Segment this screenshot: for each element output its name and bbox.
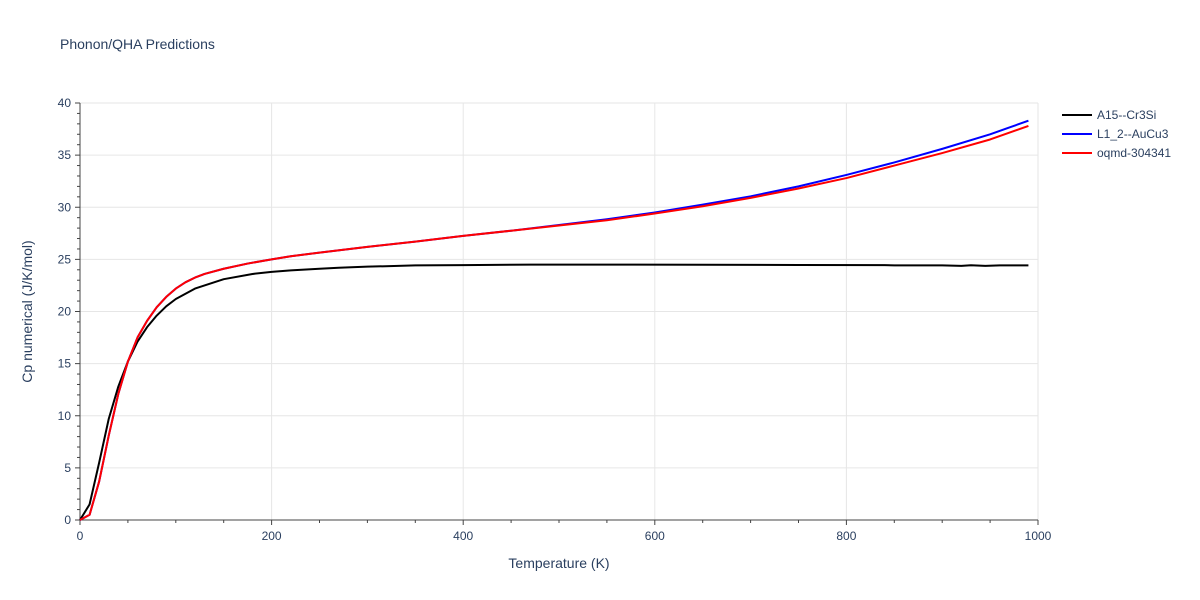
grid-lines [80, 102, 1039, 520]
x-axis-title: Temperature (K) [508, 555, 609, 571]
x-tick-label: 800 [836, 529, 856, 543]
series-lines [79, 119, 1029, 521]
x-tick-label: 400 [453, 529, 473, 543]
y-tick-label: 25 [58, 252, 72, 266]
chart-title: Phonon/QHA Predictions [60, 36, 215, 52]
legend-item[interactable]: oqmd-304341 [1062, 146, 1171, 160]
series-line-2 [79, 119, 1029, 521]
legend-label: oqmd-304341 [1097, 146, 1171, 160]
series-line-3 [79, 124, 1029, 521]
y-tick-label: 30 [58, 200, 72, 214]
axes: 0 200 400 600 800 1000 0 5 10 15 20 25 30 35 40 [58, 96, 1052, 543]
x-tick-label: 0 [77, 529, 84, 543]
y-axis-title: Cp numerical (J/K/mol) [19, 240, 35, 382]
legend-item[interactable]: L1_2--AuCu3 [1062, 127, 1169, 141]
x-tick-label: 1000 [1025, 529, 1052, 543]
x-tick-label: 200 [262, 529, 282, 543]
legend-label: L1_2--AuCu3 [1097, 127, 1169, 141]
y-tick-label: 40 [58, 96, 72, 110]
legend-label: A15--Cr3Si [1097, 108, 1156, 122]
y-tick-label: 20 [58, 305, 72, 319]
y-tick-label: 15 [58, 357, 72, 371]
y-tick-label: 0 [64, 513, 71, 527]
series-line-1 [79, 263, 1029, 521]
y-tick-label: 10 [58, 409, 72, 423]
y-tick-label: 5 [64, 461, 71, 475]
y-tick-label: 35 [58, 148, 72, 162]
legend-item[interactable]: A15--Cr3Si [1062, 108, 1156, 122]
x-tick-label: 600 [645, 529, 665, 543]
legend[interactable]: A15--Cr3Si L1_2--AuCu3 oqmd-304341 [1062, 108, 1171, 160]
